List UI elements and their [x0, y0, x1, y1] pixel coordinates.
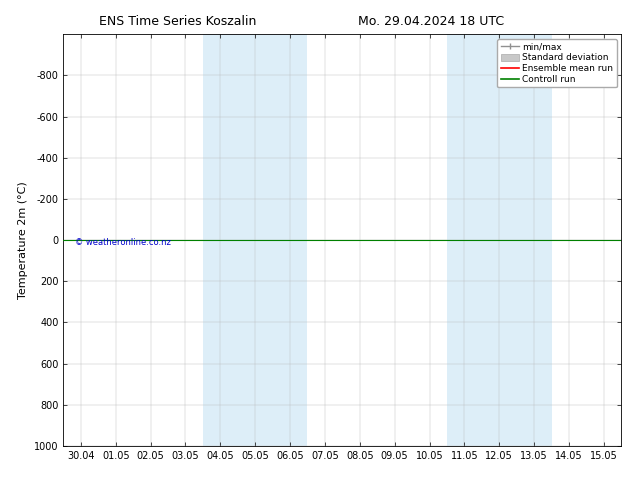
Bar — [203, 34, 307, 446]
Legend: min/max, Standard deviation, Ensemble mean run, Controll run: min/max, Standard deviation, Ensemble me… — [497, 39, 617, 87]
Y-axis label: Temperature 2m (°C): Temperature 2m (°C) — [18, 181, 29, 299]
Text: ENS Time Series Koszalin: ENS Time Series Koszalin — [99, 15, 256, 28]
Text: Mo. 29.04.2024 18 UTC: Mo. 29.04.2024 18 UTC — [358, 15, 504, 28]
Bar — [447, 34, 552, 446]
Text: © weatheronline.co.nz: © weatheronline.co.nz — [75, 238, 171, 246]
